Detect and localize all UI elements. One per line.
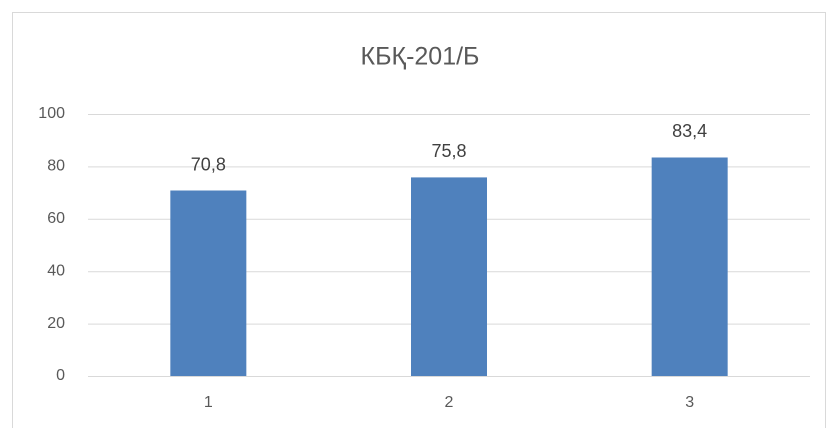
bar <box>170 190 247 376</box>
chart-title: КБҚ-201/Б <box>361 43 480 71</box>
bar <box>651 157 728 376</box>
y-tick-label: 80 <box>47 158 65 175</box>
x-tick-label: 2 <box>445 394 454 411</box>
y-tick-label: 40 <box>47 262 65 279</box>
value-label: 70,8 <box>191 154 226 174</box>
y-tick-label: 0 <box>56 367 65 384</box>
bar <box>411 177 487 376</box>
y-tick-label: 60 <box>47 210 65 227</box>
value-label: 83,4 <box>672 121 707 141</box>
x-tick-label: 3 <box>685 394 694 411</box>
y-tick-label: 20 <box>47 315 65 332</box>
x-tick-label: 1 <box>204 394 213 411</box>
y-tick-label: 100 <box>38 105 65 122</box>
value-label: 75,8 <box>431 141 466 161</box>
